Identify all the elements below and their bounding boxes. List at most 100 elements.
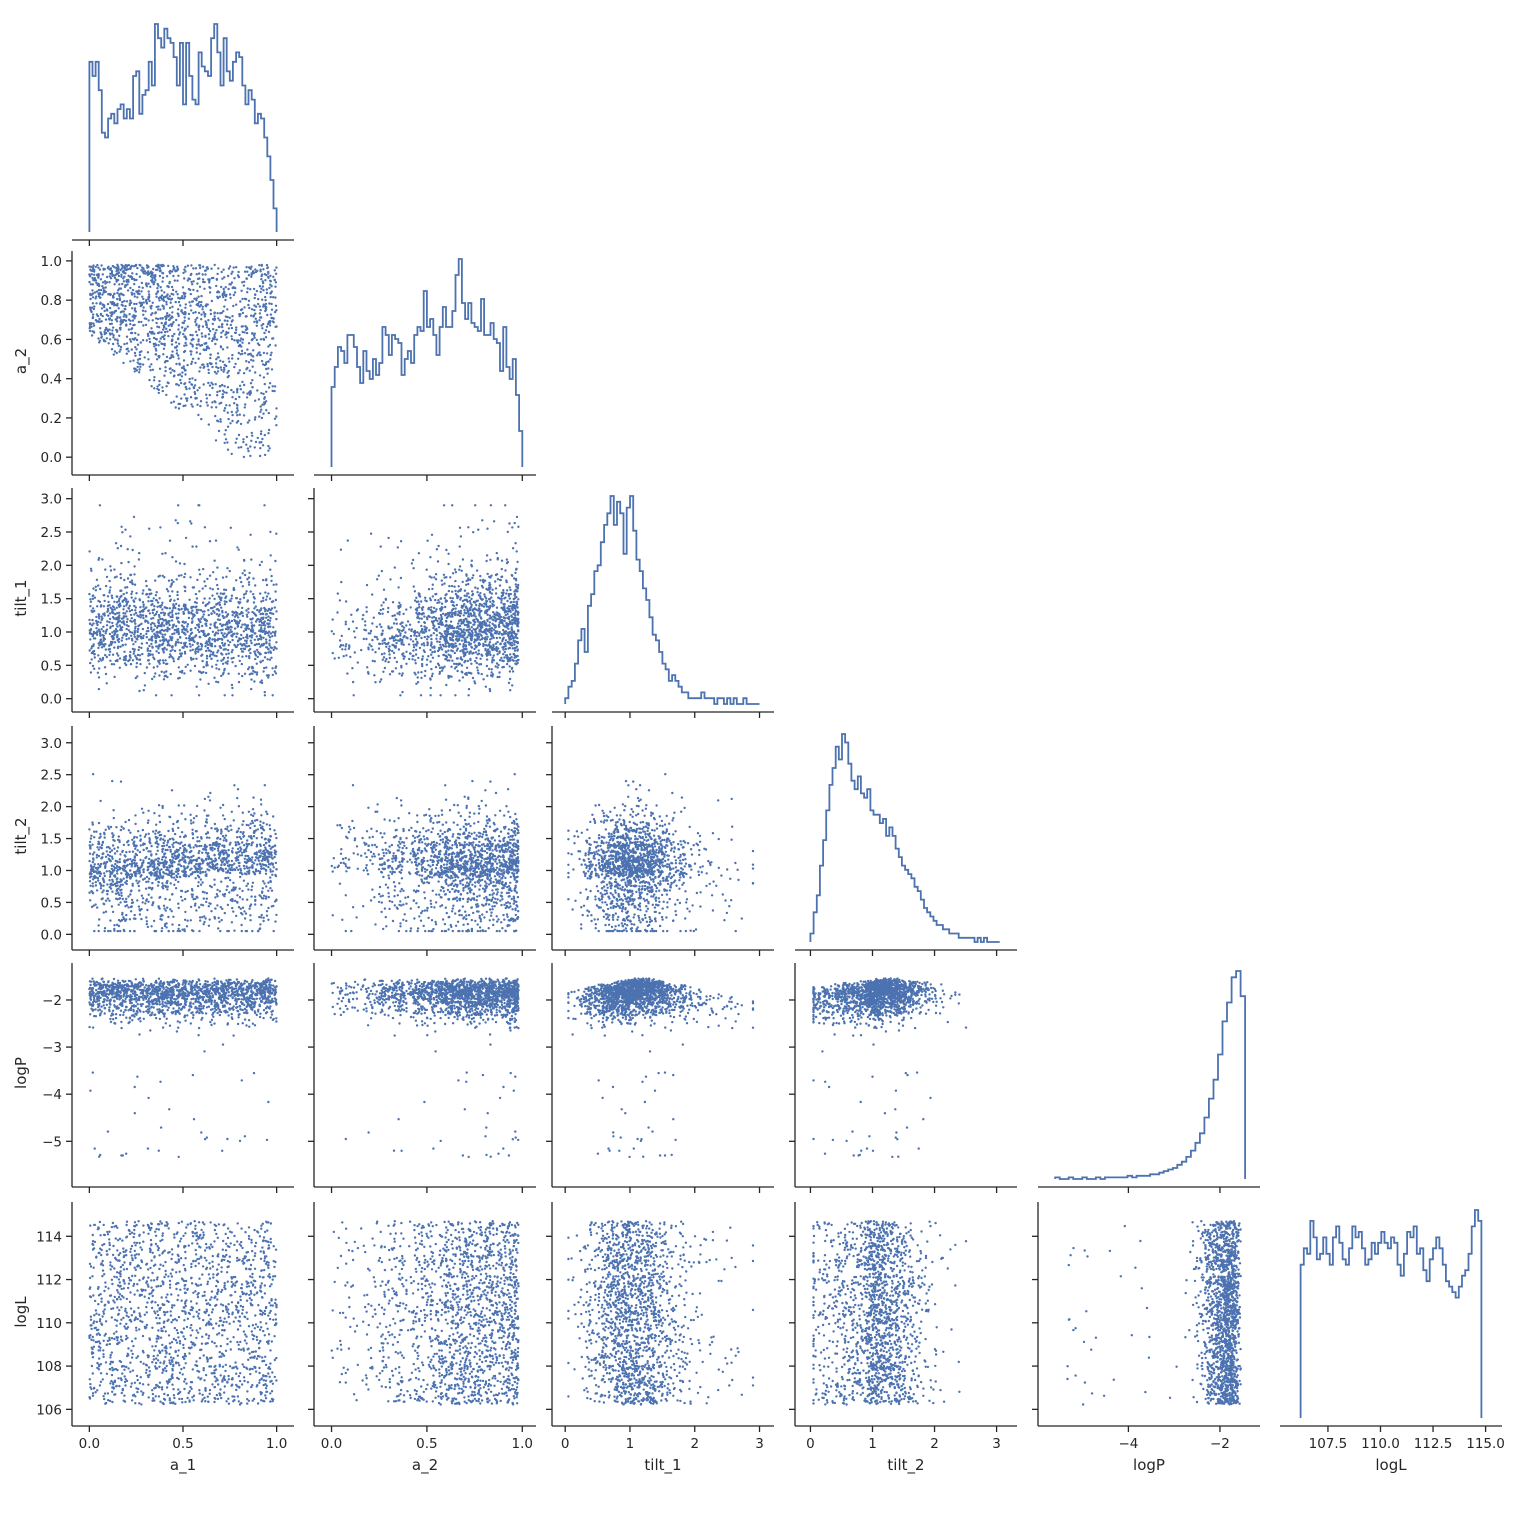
scatter-point [197, 340, 200, 343]
scatter-point [441, 648, 444, 651]
scatter-point [364, 629, 368, 632]
scatter-point [98, 630, 102, 633]
scatter-point [263, 694, 267, 697]
scatter-point [477, 671, 480, 675]
scatter-point [270, 579, 273, 583]
scatter-point [154, 672, 157, 675]
scatter-point [417, 671, 420, 674]
scatter-point [169, 585, 172, 588]
scatter-point [444, 605, 447, 609]
scatter-point [459, 612, 463, 615]
scatter-point [243, 352, 247, 355]
scatter-point [443, 630, 446, 633]
scatter-point [111, 624, 115, 628]
scatter-point [458, 643, 461, 646]
scatter-point [501, 593, 505, 597]
scatter-point [126, 618, 129, 621]
scatter-point [174, 406, 177, 409]
scatter-point [227, 626, 231, 629]
scatter-point [147, 609, 151, 612]
scatter-point [129, 630, 132, 634]
scatter-point [412, 646, 416, 649]
scatter-point [192, 821, 195, 824]
scatter-point [445, 655, 449, 659]
scatter-point [469, 658, 472, 662]
scatter-point [151, 599, 154, 603]
scatter-point [142, 634, 145, 637]
scatter-point [458, 526, 462, 529]
scatter-point [243, 623, 246, 626]
scatter-point [236, 414, 239, 417]
scatter-point [108, 591, 111, 594]
scatter-point [132, 652, 135, 655]
scatter-point [261, 298, 264, 301]
scatter-point [171, 645, 174, 648]
scatter-point [201, 265, 205, 268]
scatter-point [399, 639, 402, 642]
scatter-point [261, 630, 264, 633]
scatter-point [192, 586, 196, 589]
scatter-point [205, 323, 208, 327]
scatter-point [102, 605, 106, 608]
scatter-point [509, 630, 512, 633]
scatter-point [226, 319, 229, 323]
scatter-point [114, 613, 117, 616]
scatter-point [465, 623, 468, 627]
scatter-point [117, 654, 120, 657]
scatter-point [253, 671, 257, 674]
scatter-point [253, 638, 256, 641]
scatter-point [430, 642, 433, 646]
scatter-point [122, 315, 126, 318]
scatter-point [257, 352, 260, 355]
scatter-point [202, 383, 205, 386]
scatter-point [152, 628, 156, 631]
scatter-point [174, 644, 177, 647]
histogram-a_2 [330, 258, 524, 467]
scatter-point [133, 302, 136, 306]
scatter-point [248, 673, 251, 676]
scatter-point [339, 548, 343, 551]
scatter-point [502, 589, 505, 592]
scatter-point [244, 628, 248, 632]
scatter-point [142, 324, 145, 327]
scatter-point [232, 293, 235, 297]
scatter-point [227, 652, 230, 655]
scatter-point [515, 600, 518, 604]
scatter-point [99, 312, 103, 316]
scatter-point [269, 280, 272, 283]
scatter-point [145, 282, 148, 285]
scatter-point [352, 694, 355, 697]
scatter-point [220, 331, 223, 334]
scatter-point [147, 270, 150, 273]
scatter-point [380, 569, 384, 573]
scatter-point [162, 299, 166, 302]
scatter-point [108, 328, 111, 331]
scatter-point [161, 552, 164, 555]
scatter-point [99, 296, 102, 299]
scatter-point [193, 384, 197, 387]
scatter-point [127, 659, 130, 663]
scatter-point [189, 628, 192, 632]
scatter-point [105, 337, 109, 340]
scatter-point [239, 300, 242, 303]
scatter-point [114, 542, 118, 545]
scatter-point [247, 303, 250, 307]
scatter-point [116, 616, 120, 619]
scatter-point [407, 643, 411, 646]
scatter-point [158, 574, 162, 577]
scatter-point [517, 621, 520, 624]
scatter-point [207, 381, 210, 385]
scatter-point [264, 279, 267, 282]
scatter-point [170, 582, 173, 585]
scatter-point [125, 265, 128, 268]
scatter-point [266, 313, 269, 317]
scatter-point [146, 647, 149, 650]
scatter-point [183, 297, 186, 300]
scatter-point [215, 602, 218, 606]
scatter-point [390, 626, 393, 629]
scatter-point [118, 294, 121, 298]
scatter-point [254, 605, 257, 608]
scatter-point [267, 444, 270, 448]
scatter-point [497, 615, 500, 618]
scatter-point [130, 291, 133, 294]
